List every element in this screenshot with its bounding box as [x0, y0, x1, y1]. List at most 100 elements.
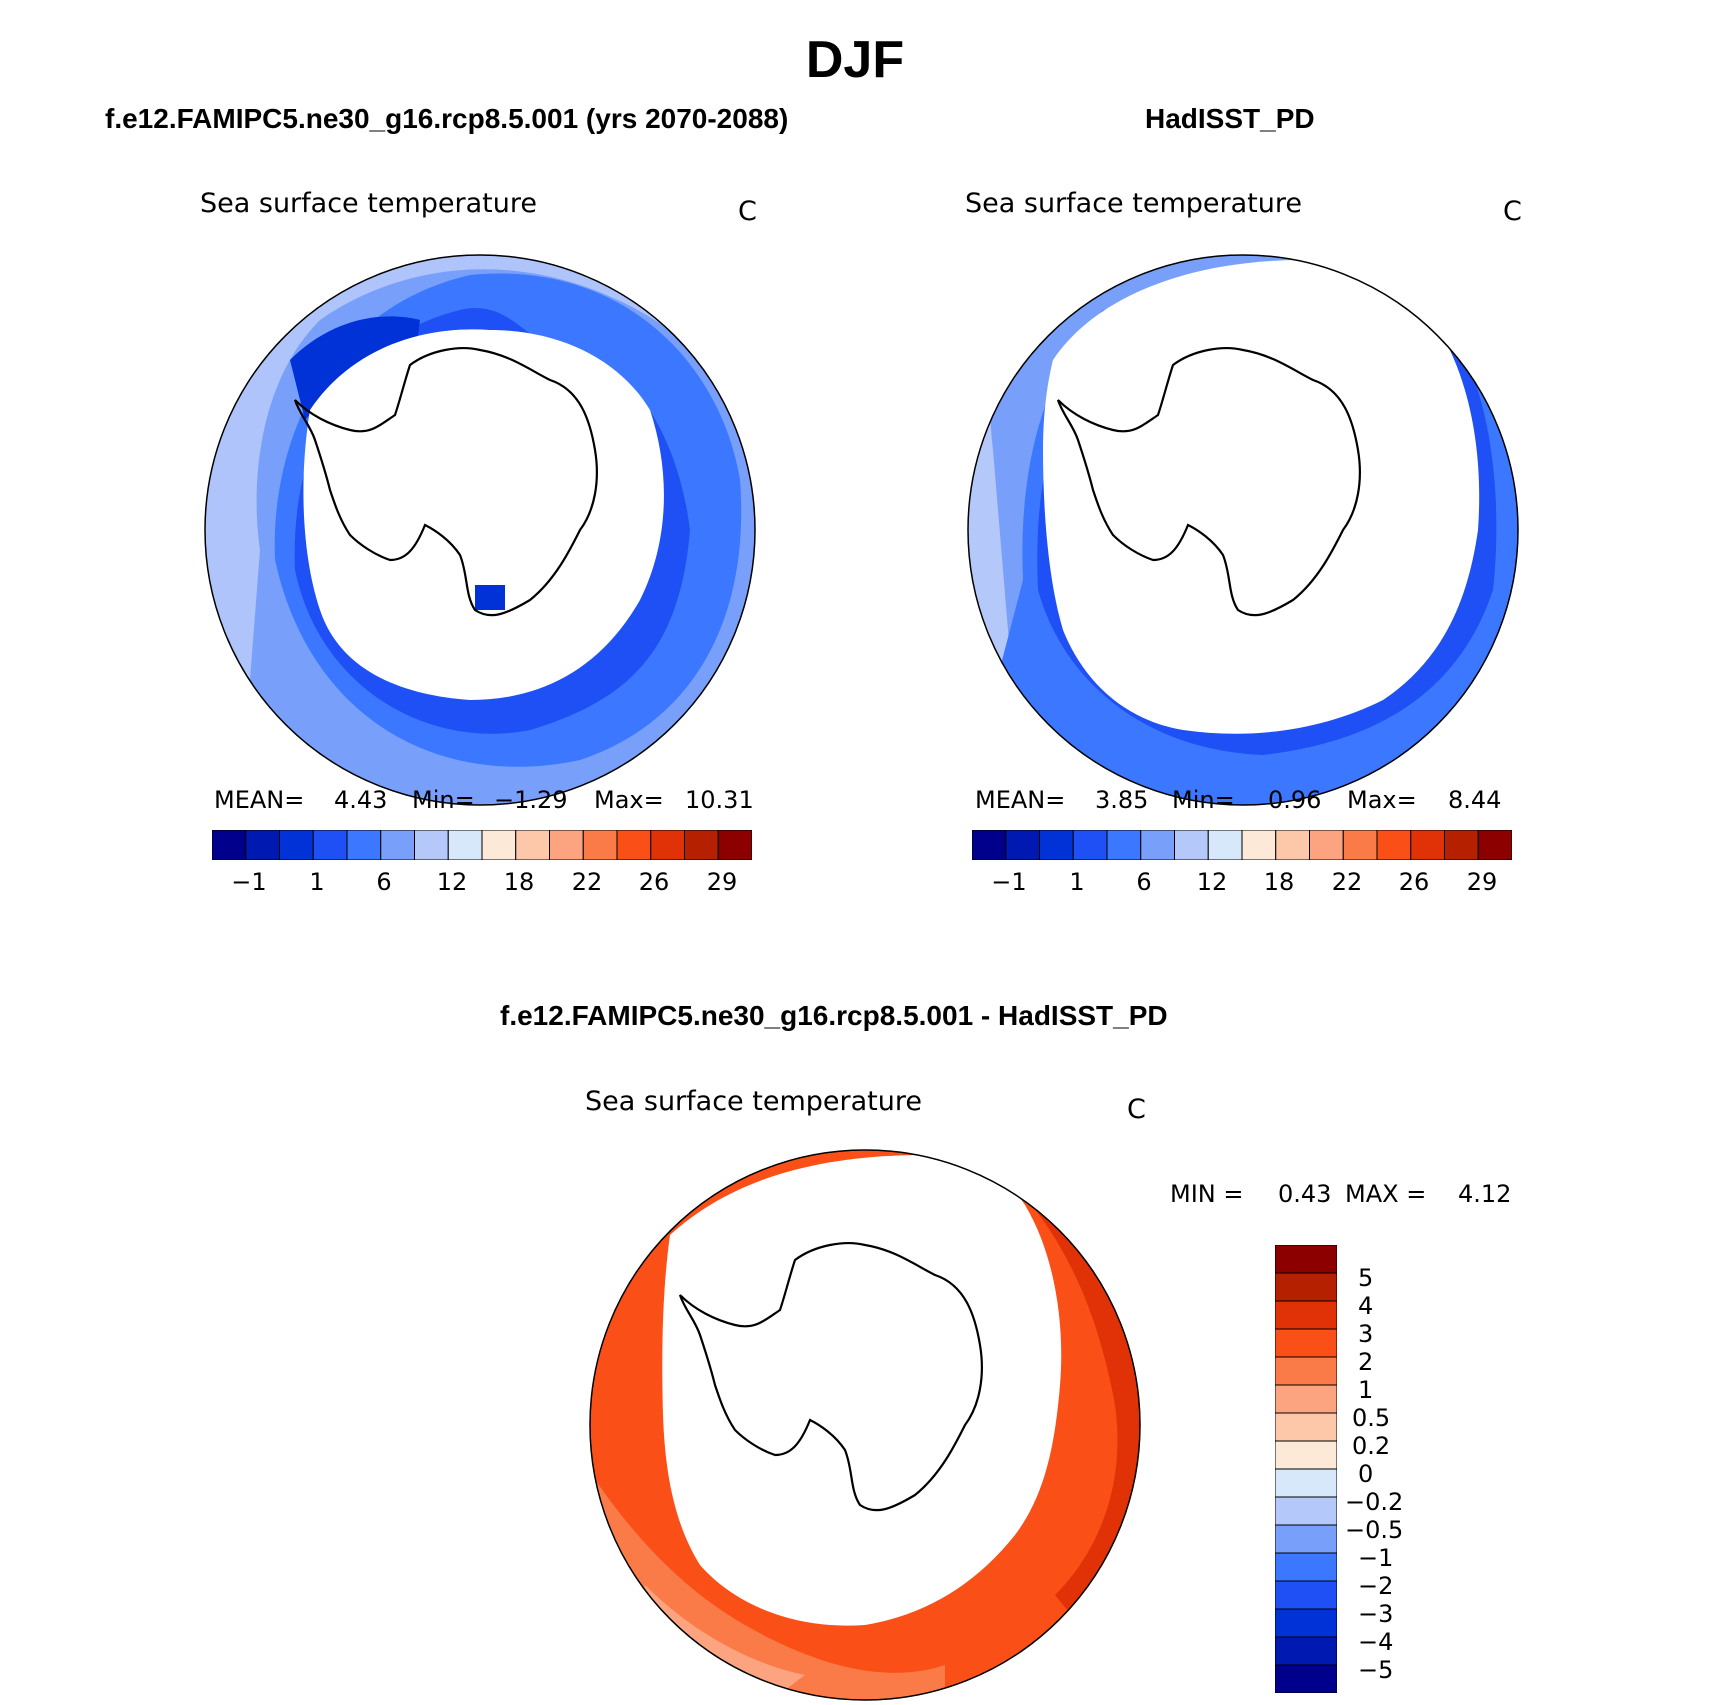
season-title: DJF — [805, 31, 905, 89]
panel-2-colorbar-swatch — [1174, 830, 1209, 860]
panel-1-map-border — [204, 254, 756, 806]
panel-2-mean-value: 3.85 — [1095, 786, 1149, 814]
diff-sea-ice-mask — [662, 1155, 1062, 1626]
diff-colorbar-swatch — [1275, 1272, 1337, 1302]
panel-2-colorbar-swatch — [1241, 830, 1277, 860]
panel-2-colorbar-swatch — [1342, 830, 1378, 860]
panel-1-sea-ice-mask — [303, 329, 664, 700]
diff-colorbar-swatch — [1275, 1496, 1337, 1526]
panel-2-tick-label: 6 — [1136, 868, 1152, 896]
diff-colorbar — [1275, 1245, 1337, 1693]
diff-tick-label: 0.2 — [1352, 1432, 1391, 1460]
panel-1-tick-label: 1 — [309, 868, 325, 896]
diff-colorbar-swatch — [1275, 1524, 1337, 1554]
panel-1-mean-value: 4.43 — [334, 786, 388, 814]
panel-2-antarctica-coastline — [1056, 347, 1361, 617]
diff-colorbar-swatch — [1275, 1580, 1337, 1610]
diff-min-label: MIN = — [1170, 1180, 1244, 1208]
panel-2-tick-label: 22 — [1331, 868, 1363, 896]
panel-1-tick-label: 18 — [503, 868, 535, 896]
panel-1-colorbar-swatch — [616, 830, 652, 860]
diff-tick-label: −1 — [1358, 1544, 1394, 1572]
panel-1-colorbar-swatch — [515, 830, 550, 860]
panel-2-colorbar-swatch — [1309, 830, 1344, 860]
panel-2-max-label: Max= — [1347, 786, 1417, 814]
panel-2-case-title: HadISST_PD — [1145, 103, 1315, 134]
diff-colorbar-swatch — [1275, 1245, 1337, 1274]
panel-2-mean-label: MEAN= — [975, 786, 1066, 814]
panel-2-colorbar-swatch — [1444, 830, 1479, 860]
diff-colorbar-swatch — [1275, 1552, 1337, 1582]
panel-2-tick-label: 29 — [1466, 868, 1498, 896]
diff-colorbar-swatch — [1275, 1300, 1337, 1330]
panel-1-colorbar-swatch — [212, 830, 247, 860]
diff-min-value: 0.43 — [1278, 1180, 1332, 1208]
diff-tick-label: −3 — [1358, 1600, 1394, 1628]
panel-1-tick-label: 22 — [571, 868, 603, 896]
panel-1-colorbar-swatch — [312, 830, 348, 860]
diff-max-value: 4.12 — [1458, 1180, 1512, 1208]
diff-colorbar-swatch — [1275, 1468, 1337, 1498]
panel-1-min-value: −1.29 — [494, 786, 568, 814]
panel-1-max-label: Max= — [594, 786, 664, 814]
panel-2-colorbar-swatch — [1140, 830, 1175, 860]
diff-colorbar-swatch — [1275, 1636, 1337, 1666]
diff-tick-label: 2 — [1358, 1348, 1374, 1376]
diff-tick-label: 1 — [1358, 1376, 1374, 1404]
panel-1-units-label: C — [738, 196, 757, 227]
panel-1-tick-label: 6 — [376, 868, 392, 896]
panel-2-units-label: C — [1503, 196, 1522, 227]
panel-1-colorbar-swatch — [582, 830, 618, 860]
panel-2-min-label: Min= — [1172, 786, 1235, 814]
panel-2-colorbar-swatch — [1376, 830, 1412, 860]
panel-2-variable-label: Sea surface temperature — [965, 188, 1302, 219]
panel-2-map — [967, 254, 1519, 806]
panel-2-tick-label: 12 — [1196, 868, 1228, 896]
diff-tick-label: −5 — [1358, 1656, 1394, 1684]
panel-1-colorbar-swatch — [245, 830, 280, 860]
panel-1-colorbar-swatch — [549, 830, 584, 860]
panel-2-max-value: 8.44 — [1448, 786, 1502, 814]
panel-1-max-value: 10.31 — [685, 786, 754, 814]
panel-2-colorbar-swatch — [1275, 830, 1310, 860]
diff-colorbar-swatch — [1275, 1384, 1337, 1414]
panel-2-colorbar-swatch — [1106, 830, 1142, 860]
panel-1-map — [204, 254, 756, 806]
panel-1-colorbar-swatch — [447, 830, 483, 860]
panel-1-colorbar-swatch — [380, 830, 415, 860]
panel-1-colorbar-swatch — [279, 830, 314, 860]
diff-antarctica-coastline — [678, 1242, 983, 1512]
diff-tick-label: −4 — [1358, 1628, 1394, 1656]
diff-colorbar-swatch — [1275, 1356, 1337, 1386]
panel-2-tick-label: −1 — [991, 868, 1027, 896]
panel-1-tick-label: 29 — [706, 868, 738, 896]
panel-1-colorbar — [212, 830, 752, 860]
diff-max-label: MAX = — [1345, 1180, 1427, 1208]
diff-tick-label: −0.2 — [1345, 1488, 1404, 1516]
diff-tick-label: 5 — [1358, 1264, 1374, 1292]
panel-2-colorbar-swatch — [1410, 830, 1445, 860]
panel-1-variable-label: Sea surface temperature — [200, 188, 537, 219]
panel-1-tick-label: 26 — [638, 868, 670, 896]
diff-colorbar-swatch — [1275, 1608, 1337, 1638]
panel-2-tick-label: 26 — [1398, 868, 1430, 896]
diff-tick-label: 4 — [1358, 1292, 1374, 1320]
panel-2-map-border — [967, 254, 1519, 806]
diff-colorbar-swatch — [1275, 1440, 1337, 1470]
panel-1-colorbar-swatch — [717, 830, 752, 860]
panel-1-mean-label: MEAN= — [214, 786, 305, 814]
diff-tick-label: 3 — [1358, 1320, 1374, 1348]
diff-units-label: C — [1127, 1094, 1146, 1125]
panel-2-sea-ice-mask — [1043, 260, 1480, 734]
diff-case-title: f.e12.FAMIPC5.ne30_g16.rcp8.5.001 - HadI… — [500, 1000, 1168, 1031]
panel-1-colorbar-swatch — [650, 830, 685, 860]
diff-tick-label: −2 — [1358, 1572, 1394, 1600]
diff-colorbar-swatch — [1275, 1412, 1337, 1442]
diff-tick-label: 0 — [1358, 1460, 1374, 1488]
panel-2-min-value: 0.96 — [1268, 786, 1322, 814]
diff-colorbar-swatch — [1275, 1328, 1337, 1358]
panel-1-antarctica-coastline — [293, 347, 598, 617]
diff-colorbar-swatch — [1275, 1664, 1337, 1693]
panel-2-colorbar-swatch — [1072, 830, 1108, 860]
panel-1-tick-label: −1 — [231, 868, 267, 896]
